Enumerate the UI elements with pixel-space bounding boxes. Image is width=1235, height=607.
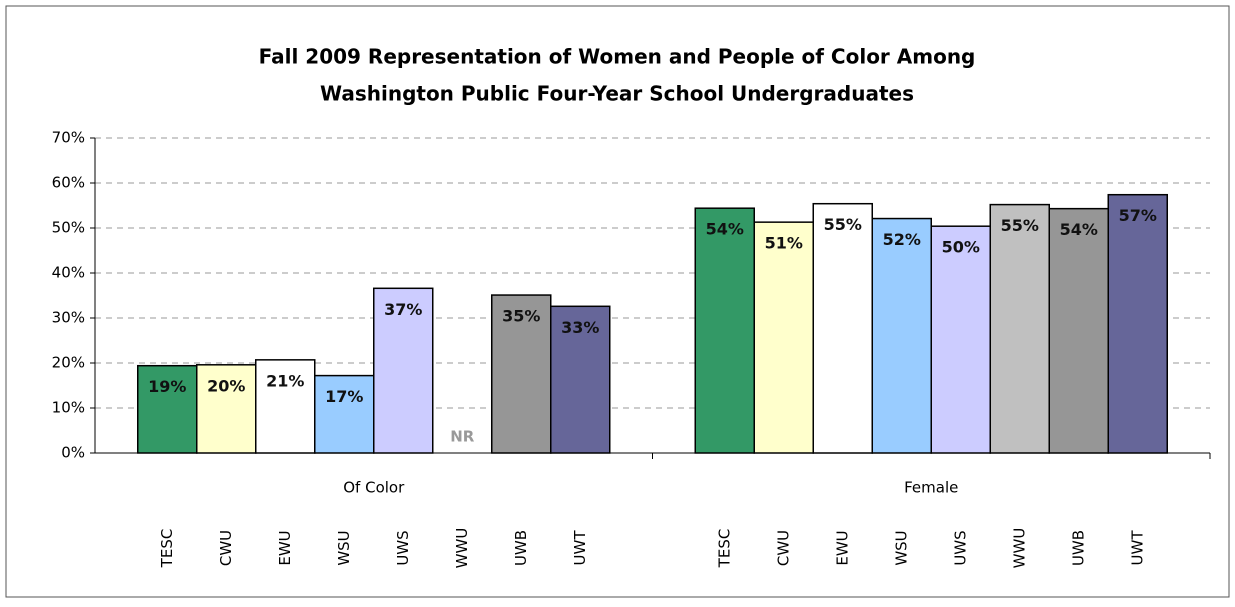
x-category-label: Female bbox=[904, 479, 958, 497]
y-tick-label: 20% bbox=[52, 354, 85, 372]
series-label: UWS bbox=[951, 530, 969, 565]
value-label: 54% bbox=[1060, 220, 1098, 239]
value-label: 55% bbox=[824, 215, 862, 234]
series-label: TESC bbox=[158, 529, 176, 569]
series-label: WSU bbox=[335, 530, 353, 565]
series-label: WWU bbox=[453, 528, 471, 569]
bar bbox=[196, 364, 257, 454]
bar bbox=[871, 217, 932, 454]
y-tick-label: 30% bbox=[52, 309, 85, 327]
bar bbox=[753, 221, 814, 454]
value-label: 19% bbox=[148, 377, 186, 396]
bar bbox=[812, 202, 873, 454]
series-label: UWT bbox=[1128, 530, 1146, 566]
series-label: TESC bbox=[715, 529, 733, 569]
series-label: UWT bbox=[571, 530, 589, 566]
bar bbox=[491, 294, 552, 454]
bar bbox=[137, 364, 198, 454]
x-category-label: Of Color bbox=[343, 479, 405, 497]
series-label: EWU bbox=[276, 530, 294, 565]
series-label: UWB bbox=[512, 530, 530, 566]
y-tick-label: 50% bbox=[52, 219, 85, 237]
value-label: 20% bbox=[207, 376, 245, 395]
value-label: 50% bbox=[942, 238, 980, 257]
bar bbox=[1107, 193, 1168, 454]
bar bbox=[550, 305, 611, 454]
value-label: 55% bbox=[1001, 216, 1039, 235]
series-label: UWS bbox=[394, 530, 412, 565]
y-tick-label: 40% bbox=[52, 264, 85, 282]
y-tick-label: 70% bbox=[52, 129, 85, 147]
y-tick-label: 10% bbox=[52, 399, 85, 417]
series-label: CWU bbox=[774, 530, 792, 566]
bar bbox=[314, 374, 375, 454]
series-label: EWU bbox=[833, 530, 851, 565]
bar bbox=[694, 207, 755, 454]
series-label: WWU bbox=[1010, 528, 1028, 569]
series-label: WSU bbox=[892, 530, 910, 565]
series-label: CWU bbox=[217, 530, 235, 566]
y-tick-label: 0% bbox=[61, 444, 85, 462]
bar bbox=[373, 287, 434, 454]
y-tick-label: 60% bbox=[52, 174, 85, 192]
chart-title: Fall 2009 Representation of Women and Pe… bbox=[259, 45, 976, 69]
bar bbox=[255, 359, 316, 454]
chart-title: Washington Public Four-Year School Under… bbox=[320, 82, 914, 106]
value-label: 21% bbox=[266, 371, 304, 390]
value-label: 37% bbox=[384, 300, 422, 319]
value-label: 57% bbox=[1119, 206, 1157, 225]
value-label: 33% bbox=[561, 318, 599, 337]
value-label: NR bbox=[450, 428, 475, 446]
bar bbox=[1048, 207, 1109, 454]
bar bbox=[930, 225, 991, 454]
value-label: 51% bbox=[765, 234, 803, 253]
value-label: 35% bbox=[502, 307, 540, 326]
series-label: UWB bbox=[1069, 530, 1087, 566]
value-label: 52% bbox=[883, 230, 921, 249]
value-label: 17% bbox=[325, 387, 363, 406]
bar bbox=[989, 203, 1050, 454]
value-label: 54% bbox=[706, 220, 744, 239]
